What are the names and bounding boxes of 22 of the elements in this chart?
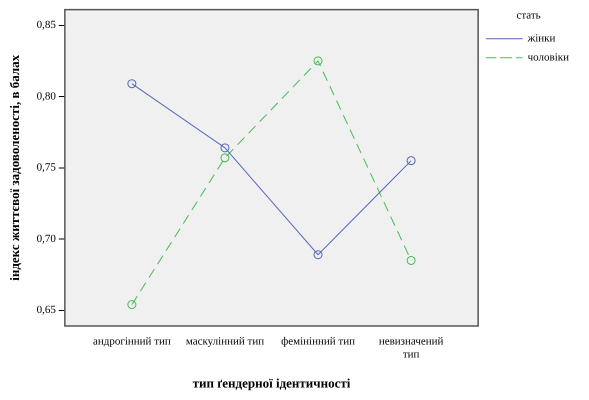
point — [127, 79, 136, 88]
point — [314, 250, 323, 260]
x-tick-label: андрогінний тип — [92, 335, 171, 348]
x-tick-label: фемінінний тип — [281, 335, 356, 348]
legend-label: жінки — [526, 32, 556, 45]
x-tick-label: невизначений тип — [378, 335, 444, 361]
y-tick-label: 0,70 — [36, 232, 56, 245]
y-tick-label: 0,85 — [36, 19, 56, 32]
point — [220, 153, 230, 162]
point — [314, 56, 323, 66]
point — [127, 300, 136, 310]
legend-title: стать — [516, 9, 541, 22]
y-axis-title: індекс життєвої задоволеності, в балах — [7, 54, 22, 281]
x-tick-label: маскулінний тип — [186, 335, 264, 348]
y-tick-label: 0,65 — [36, 304, 56, 316]
y-tick-label: 0,75 — [36, 162, 56, 174]
x-axis-title: тип ґендерної ідентичності — [192, 376, 351, 391]
point — [406, 256, 416, 265]
point — [406, 156, 416, 166]
y-tick-label: 0,80 — [36, 90, 56, 102]
point — [220, 143, 230, 152]
legend-label: чоловіки — [528, 52, 570, 64]
